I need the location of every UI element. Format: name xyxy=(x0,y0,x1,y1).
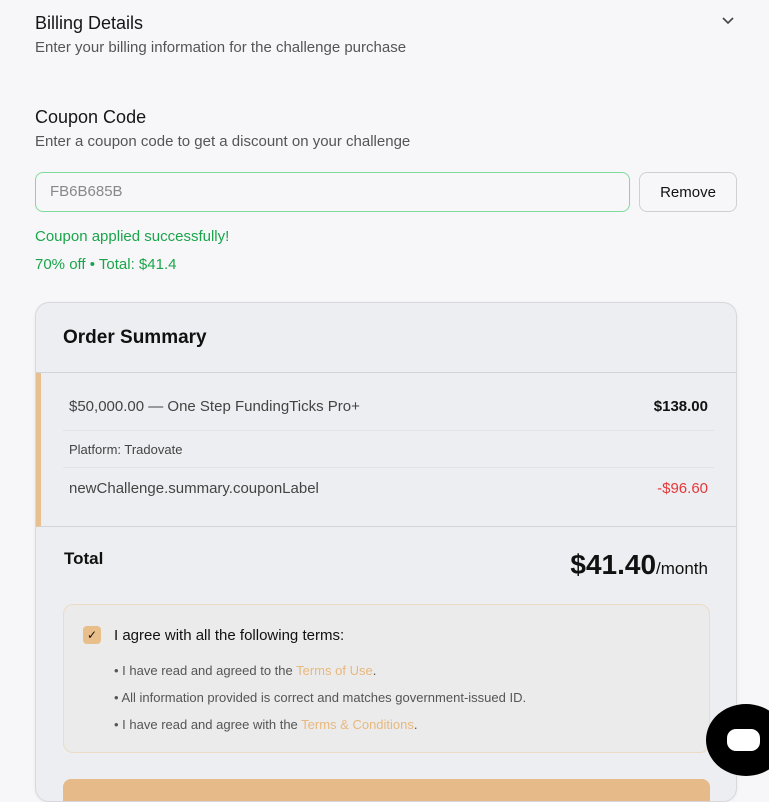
total-value: $41.40 xyxy=(570,549,657,580)
order-items: $50,000.00 — One Step FundingTicks Pro+ … xyxy=(36,373,736,527)
order-summary-card: Order Summary $50,000.00 — One Step Fund… xyxy=(35,302,737,802)
billing-subtitle: Enter your billing information for the c… xyxy=(35,39,407,56)
terms-of-use-link[interactable]: Terms of Use xyxy=(296,663,373,678)
chevron-down-icon[interactable] xyxy=(721,16,735,26)
chat-bubble-icon xyxy=(727,729,760,751)
line-item: $50,000.00 — One Step FundingTicks Pro+ … xyxy=(63,383,714,431)
purchase-button[interactable] xyxy=(63,779,710,801)
check-icon: ✓ xyxy=(86,628,98,642)
coupon-row: newChallenge.summary.couponLabel -$96.60 xyxy=(63,468,714,508)
coupon-input[interactable]: FB6B685B xyxy=(35,172,630,212)
remove-coupon-button[interactable]: Remove xyxy=(639,172,737,212)
total-period: /month xyxy=(656,559,708,578)
item-label: $50,000.00 — One Step FundingTicks Pro+ xyxy=(69,398,360,415)
term-text: . xyxy=(372,663,377,678)
coupon-subtitle: Enter a coupon code to get a discount on… xyxy=(35,133,411,150)
item-price: $138.00 xyxy=(653,398,708,415)
coupon-amount: -$96.60 xyxy=(657,479,708,497)
total-label: Total xyxy=(64,549,104,568)
term-item: • I have read and agree with the Terms &… xyxy=(114,717,418,732)
agree-checkbox[interactable]: ✓ xyxy=(83,626,101,644)
term-text: • I have read and agree with the xyxy=(114,717,302,732)
term-text: . xyxy=(413,717,418,732)
term-item: • All information provided is correct an… xyxy=(114,690,527,705)
term-text: • I have read and agreed to the xyxy=(114,663,297,678)
coupon-title: Coupon Code xyxy=(35,107,147,127)
agree-label: I agree with all the following terms: xyxy=(114,627,345,644)
order-summary-title: Order Summary xyxy=(36,303,736,373)
term-item: • I have read and agreed to the Terms of… xyxy=(114,663,376,678)
platform-row: Platform: Tradovate xyxy=(63,431,714,468)
terms-box: ✓ I agree with all the following terms: … xyxy=(63,604,710,753)
terms-conditions-link[interactable]: Terms & Conditions xyxy=(301,717,414,732)
total-price: $41.40/month xyxy=(570,549,708,581)
coupon-discount-detail: 70% off • Total: $41.4 xyxy=(35,256,177,273)
coupon-success-message: Coupon applied successfully! xyxy=(35,228,230,245)
billing-title: Billing Details xyxy=(35,13,144,33)
chat-button[interactable] xyxy=(706,704,769,776)
platform-label: Platform: Tradovate xyxy=(69,441,183,457)
coupon-label: newChallenge.summary.couponLabel xyxy=(69,479,319,497)
